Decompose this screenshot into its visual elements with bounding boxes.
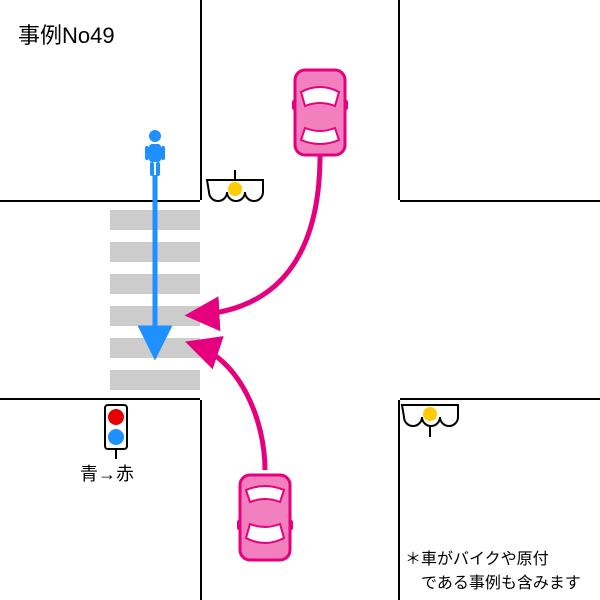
crosswalk [110,210,200,390]
pedestrian-signal [105,405,127,459]
footnote: ＊車がバイクや原付 である事例も含みます [405,545,581,593]
pedestrian-icon [145,130,165,176]
footnote-line2: である事例も含みます [405,569,581,593]
case-title: 事例No49 [18,18,115,50]
footnote-line1: ＊車がバイクや原付 [405,545,581,569]
intersection-cover [202,202,398,398]
traffic-light-bottom [402,405,458,437]
signal-label: 青→赤 [80,460,134,486]
